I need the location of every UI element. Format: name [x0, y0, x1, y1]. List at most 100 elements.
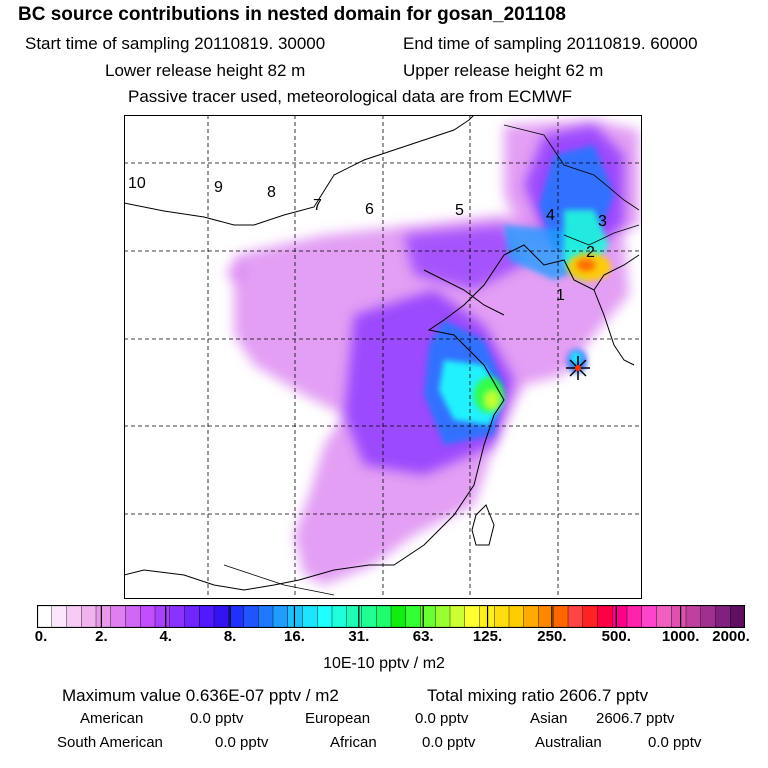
colorbar-cell — [405, 605, 422, 628]
region-label-9: 9 — [214, 179, 223, 196]
colorbar-cell — [494, 605, 510, 628]
maximum-value: Maximum value 0.636E-07 pptv / m2 — [62, 686, 339, 705]
colorbar-tick-label: 250. — [537, 628, 567, 645]
colorbar-cell — [376, 605, 392, 628]
colorbar-cell — [464, 605, 481, 628]
colorbar-cell — [656, 605, 672, 628]
colorbar-tick-label: 2. — [95, 628, 108, 645]
colorbar-tick-label: 8. — [223, 628, 237, 645]
coastlines — [124, 115, 640, 591]
colorbar-tick-label: 0. — [34, 628, 48, 645]
region-label-8: 8 — [267, 184, 276, 201]
colorbar-cell — [287, 605, 304, 628]
colorbar-cell — [612, 605, 628, 628]
colorbar-cell — [626, 605, 643, 628]
region-label-6: 6 — [365, 201, 374, 218]
region-label-5: 5 — [455, 202, 464, 219]
start-time-label: Start time of sampling 20110819. 30000 — [25, 34, 326, 53]
colorbar-cell — [641, 605, 658, 628]
colorbar-major-ticks — [100, 605, 682, 628]
colorbar-cell — [730, 605, 745, 628]
colorbar-cell — [331, 605, 348, 628]
colorbar-tick-label: 31. — [348, 628, 370, 645]
lower-release-height-label: Lower release height 82 m — [105, 61, 306, 80]
colorbar-cell — [169, 605, 186, 628]
european-label: European — [305, 710, 371, 727]
colorbar-tick-label: 4. — [159, 628, 172, 645]
colorbar-cell — [597, 605, 613, 628]
colorbar-tick-label: 1000. — [661, 628, 700, 645]
colorbar-cell — [390, 605, 407, 628]
australian-value: 0.0 pptv — [648, 734, 702, 751]
american-value: 0.0 pptv — [190, 710, 244, 727]
colorbar-cell — [715, 605, 731, 628]
colorbar-cell — [553, 605, 569, 628]
australian-label: Australian — [535, 734, 602, 751]
upper-release-height-label: Upper release height 62 m — [403, 61, 604, 80]
grid-lines — [124, 115, 642, 599]
colorbar-cell — [671, 605, 687, 628]
colorbar-cell — [523, 605, 540, 628]
south-american-label: South American — [57, 734, 163, 751]
colorbar-cell — [685, 605, 702, 628]
colorbar-cell — [228, 605, 245, 628]
colorbar-cell — [449, 605, 466, 628]
end-time-label: End time of sampling 20110819. 60000 — [403, 34, 698, 53]
colorbar — [37, 605, 745, 628]
total-mixing-ratio: Total mixing ratio 2606.7 pptv — [427, 686, 649, 705]
region-label-7: 7 — [313, 197, 322, 214]
colorbar-cell — [435, 605, 451, 628]
colorbar-tick-label: 500. — [601, 628, 631, 645]
colorbar-unit: 10E-10 pptv / m2 — [323, 655, 445, 672]
colorbar-tick-label: 63. — [412, 628, 434, 645]
colorbar-cell — [110, 605, 127, 628]
colorbar-cell — [213, 605, 230, 628]
african-label: African — [330, 734, 377, 751]
colorbar-cell — [700, 605, 717, 628]
american-label: American — [80, 710, 144, 727]
region-label-1: 1 — [556, 287, 565, 304]
colorbar-cell — [51, 605, 68, 628]
colorbar-cell — [582, 605, 599, 628]
colorbar-cell — [317, 605, 333, 628]
asian-value: 2606.7 pptv — [596, 710, 675, 727]
colorbar-tick-label: 125. — [472, 628, 503, 645]
colorbar-cell — [66, 605, 82, 628]
region-label-4: 4 — [546, 207, 555, 224]
map-frame — [124, 115, 642, 599]
european-value: 0.0 pptv — [415, 710, 469, 727]
colorbar-cell — [81, 605, 97, 628]
asian-label: Asian — [530, 710, 568, 727]
colorbar-tick-label: 2000. — [712, 628, 750, 645]
colorbar-cell — [567, 605, 584, 628]
colorbar-cell — [37, 605, 53, 628]
colorbar-cell — [199, 605, 215, 628]
south-american-value: 0.0 pptv — [215, 734, 269, 751]
colorbar-cell — [272, 605, 289, 628]
colorbar-cell — [184, 605, 200, 628]
colorbar-cell — [243, 605, 259, 628]
tracer-note: Passive tracer used, meteorological data… — [128, 87, 573, 106]
colorbar-cell — [508, 605, 525, 628]
plot-title: BC source contributions in nested domain… — [18, 4, 566, 25]
colorbar-tick-label: 16. — [284, 628, 305, 645]
border-lines — [223, 124, 640, 596]
colorbar-cell — [125, 605, 141, 628]
colorbar-cell — [302, 605, 318, 628]
colorbar-cell — [258, 605, 274, 628]
colorbar-cells — [37, 605, 745, 628]
colorbar-cell — [154, 605, 171, 628]
region-label-2: 2 — [586, 244, 595, 261]
colorbar-cell — [346, 605, 363, 628]
region-label-10: 10 — [128, 175, 146, 192]
african-value: 0.0 pptv — [422, 734, 476, 751]
colorbar-frame — [37, 605, 745, 628]
colorbar-cell — [140, 605, 156, 628]
region-label-3: 3 — [598, 213, 607, 230]
colorbar-cell — [95, 605, 112, 628]
asterisk-receptor-icon — [566, 356, 590, 380]
footprint-field — [227, 120, 639, 585]
colorbar-cell — [361, 605, 377, 628]
